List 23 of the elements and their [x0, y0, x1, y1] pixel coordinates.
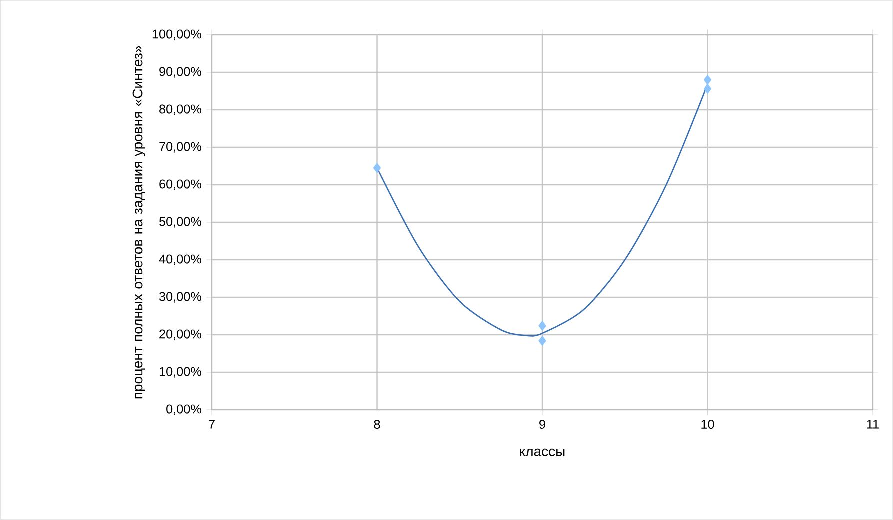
point	[704, 84, 712, 94]
y-tick-label: 40,00%	[159, 254, 202, 266]
point	[704, 74, 712, 86]
point	[373, 163, 382, 174]
y-tick-label: 90,00%	[160, 67, 202, 78]
point	[538, 336, 546, 346]
y-tick-label: 100,00%	[152, 30, 202, 40]
x-tick-label: 8	[374, 420, 380, 429]
x-tick-label: 10	[702, 420, 714, 429]
y-tick-label: 80,00%	[160, 104, 202, 116]
y-tick-label: 60,00%	[160, 180, 202, 190]
x-tick-label: 7	[209, 420, 215, 429]
x-axis-title: классы	[520, 448, 565, 456]
y-tick-label: 20,00%	[160, 330, 202, 340]
x-tick-label: 9	[540, 420, 546, 429]
x-tick-label: 11	[867, 420, 879, 429]
y-tick-label: 50,00%	[160, 217, 202, 228]
y-tick-label: 30,00%	[159, 292, 202, 303]
y-tick-label: 70,00%	[160, 142, 202, 153]
point	[538, 320, 546, 332]
y-tick-label: 10,00%	[160, 367, 202, 378]
y-axis-title: процент полных ответов на задания уровня «Синтез»	[132, 46, 146, 399]
y-tick-label: 0,00%	[166, 404, 202, 416]
